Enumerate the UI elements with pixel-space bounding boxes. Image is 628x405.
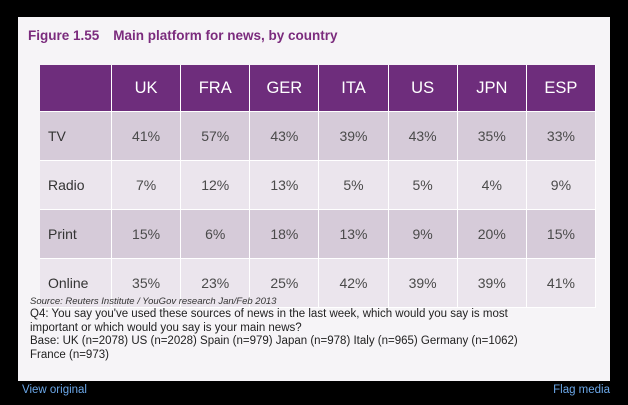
cell-radio-us: 5% (388, 161, 458, 210)
cell-radio-jpn: 4% (457, 161, 527, 210)
cell-tv-uk: 41% (112, 112, 182, 161)
question-line-2: important or which would you say is your… (30, 321, 302, 334)
cell-print-us: 9% (388, 210, 458, 259)
cell-print-esp: 15% (526, 210, 596, 259)
table-row: Print 15% 6% 18% 13% 9% 20% 15% (40, 210, 596, 259)
question-line-1: Q4: You say you've used these sources of… (30, 308, 508, 320)
cell-tv-fra: 57% (181, 112, 251, 161)
table-body: TV 41% 57% 43% 39% 43% 35% 33% Radio 7% 12% 13% 5% 5%… (40, 112, 596, 308)
cell-online-fra: 23% (181, 259, 251, 308)
cell-print-jpn: 20% (457, 210, 527, 259)
cell-online-esp: 41% (526, 259, 596, 308)
figure-title-text: Main platform for news, by country (113, 28, 338, 43)
column-header-uk: UK (112, 65, 182, 112)
source-note: Source: Reuters Institute / YouGov resea… (30, 296, 277, 307)
cell-radio-ita: 5% (319, 161, 389, 210)
column-header-ger: GER (250, 65, 320, 112)
cell-tv-esp: 33% (526, 112, 596, 161)
base-line-2: France (n=973) (30, 348, 109, 361)
column-header-jpn: JPN (457, 65, 527, 112)
base-line-1: Base: UK (n=2078) US (n=2028) Spain (n=9… (30, 335, 518, 347)
column-header-us: US (388, 65, 458, 112)
cell-online-uk: 35% (112, 259, 182, 308)
table-row: TV 41% 57% 43% 39% 43% 35% 33% (40, 112, 596, 161)
cell-print-ita: 13% (319, 210, 389, 259)
cell-print-fra: 6% (181, 210, 251, 259)
cell-tv-ger: 43% (250, 112, 320, 161)
cell-print-ger: 18% (250, 210, 320, 259)
table-row: Online 35% 23% 25% 42% 39% 39% 41% (40, 259, 596, 308)
row-label-tv: TV (40, 112, 112, 161)
column-header-ita: ITA (319, 65, 389, 112)
cell-radio-fra: 12% (181, 161, 251, 210)
figure-notes: Source: Reuters Institute / YouGov resea… (30, 296, 600, 362)
cell-tv-jpn: 35% (457, 112, 527, 161)
table-header-row: UK FRA GER ITA US JPN ESP (40, 65, 596, 112)
header-corner (40, 65, 112, 112)
column-header-fra: FRA (181, 65, 251, 112)
figure-image: Figure 1.55 Main platform for news, by co… (18, 17, 610, 381)
cell-online-ita: 42% (319, 259, 389, 308)
cell-tv-ita: 39% (319, 112, 389, 161)
cell-print-uk: 15% (112, 210, 182, 259)
table-row: Radio 7% 12% 13% 5% 5% 4% 9% (40, 161, 596, 210)
cell-radio-uk: 7% (112, 161, 182, 210)
cell-tv-us: 43% (388, 112, 458, 161)
flag-media-link[interactable]: Flag media (553, 384, 610, 396)
figure-number: Figure 1.55 (28, 28, 100, 43)
cell-online-ger: 25% (250, 259, 320, 308)
column-header-esp: ESP (526, 65, 596, 112)
cell-radio-ger: 13% (250, 161, 320, 210)
figure-title: Figure 1.55 Main platform for news, by co… (28, 28, 338, 43)
row-label-print: Print (40, 210, 112, 259)
cell-radio-esp: 9% (526, 161, 596, 210)
cell-online-us: 39% (388, 259, 458, 308)
news-platform-table: UK FRA GER ITA US JPN ESP TV 41% 57% 43% 39% 43% 35%… (40, 65, 596, 308)
row-label-online: Online (40, 259, 112, 308)
row-label-radio: Radio (40, 161, 112, 210)
view-original-link[interactable]: View original (22, 384, 87, 396)
cell-online-jpn: 39% (457, 259, 527, 308)
